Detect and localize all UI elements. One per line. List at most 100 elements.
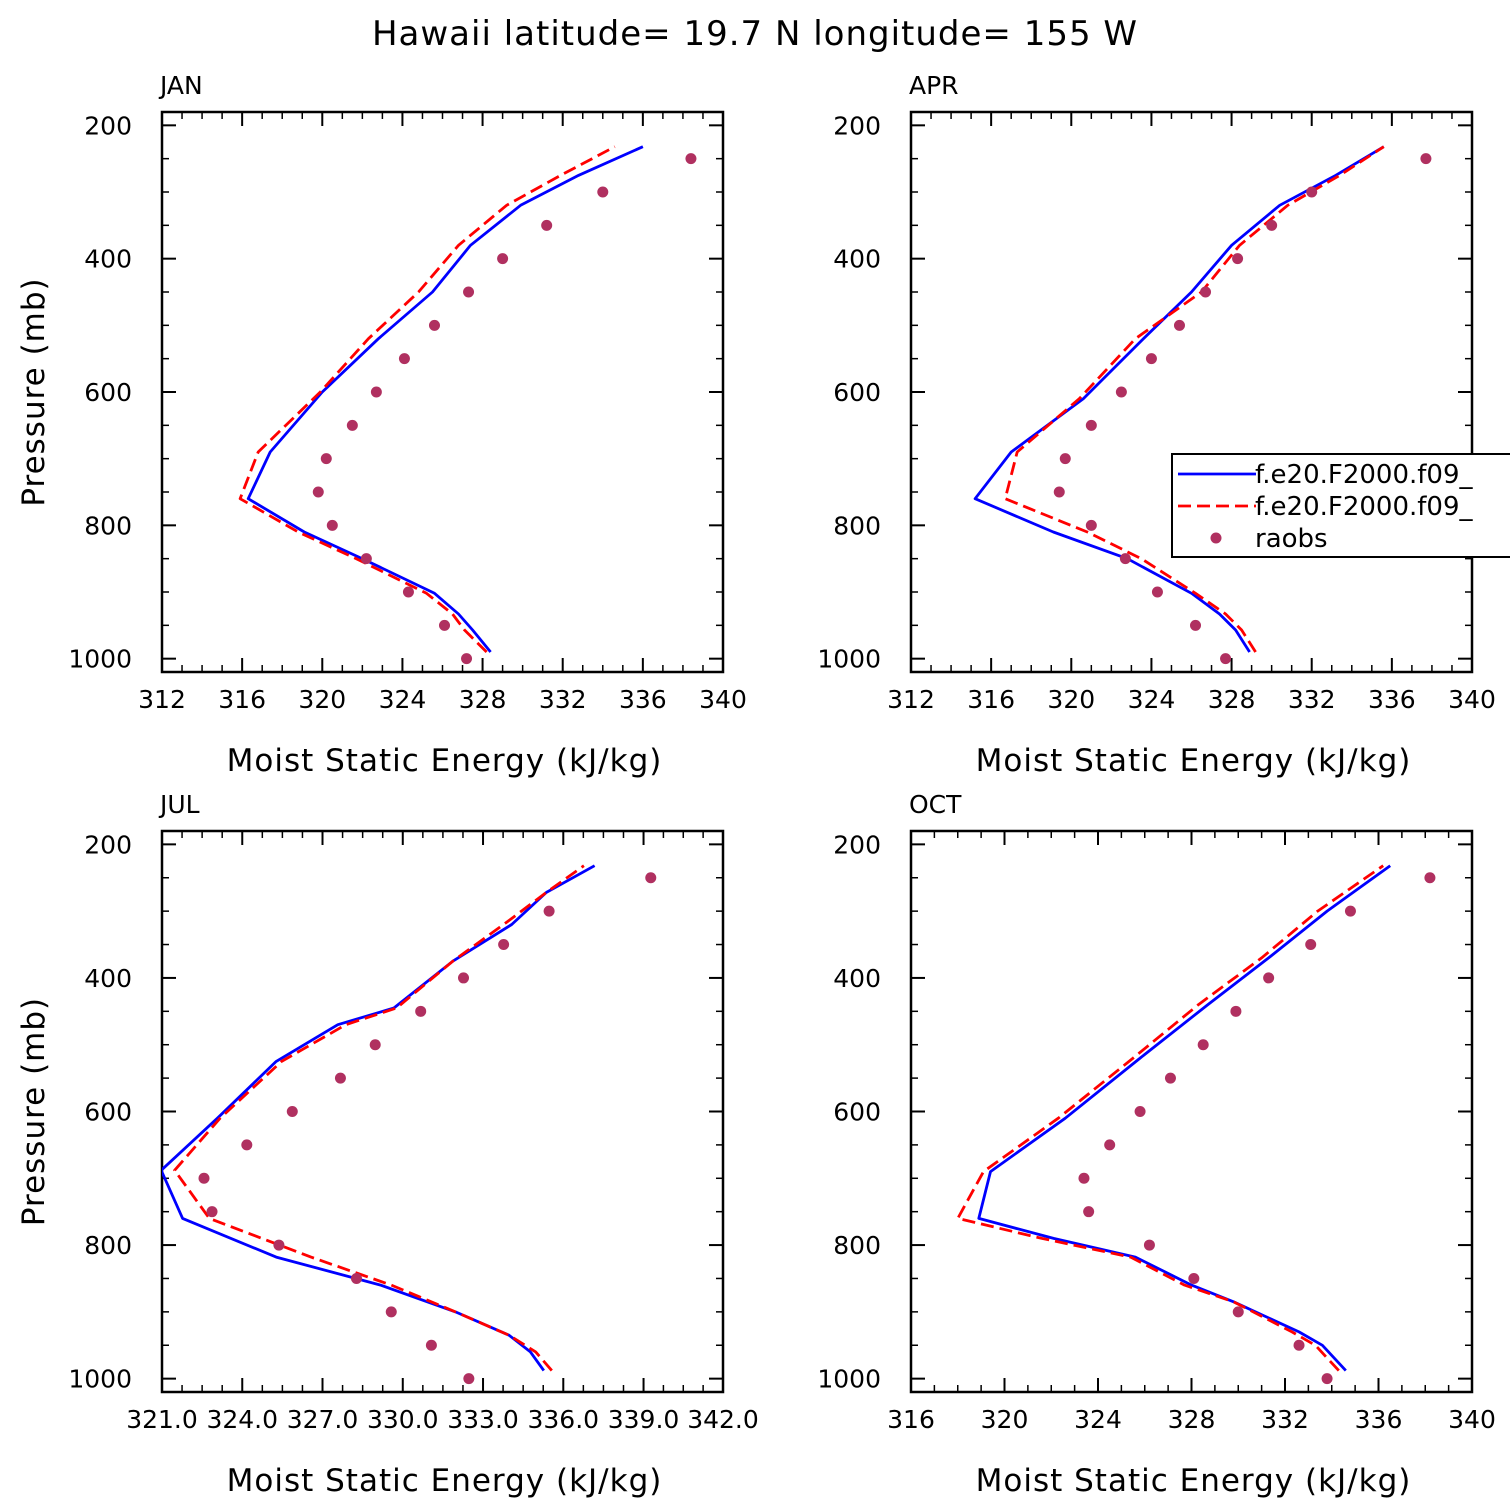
series-line-solid xyxy=(162,864,596,1372)
x-axis-label: Moist Static Energy (kJ/kg) xyxy=(227,743,663,779)
x-axis-label: Moist Static Energy (kJ/kg) xyxy=(976,743,1412,779)
y-tick-label: 600 xyxy=(84,1098,132,1127)
y-tick-label: 1000 xyxy=(68,645,132,674)
x-tick-label: 336.0 xyxy=(527,1405,599,1434)
x-tick-label: 316 xyxy=(887,1405,935,1434)
raobs-point xyxy=(1164,1072,1176,1084)
legend-label: raobs xyxy=(1255,524,1328,554)
y-axis-label: Pressure (mb) xyxy=(16,997,52,1226)
panel-oct: 316 320 324 328 332 336 340 200 400 600 800 1000 OCT… xyxy=(817,790,1495,1499)
panel-jan: 312 316 320 324 328 332 336 340 200 400 600 800 1000… xyxy=(16,71,747,779)
raobs-point xyxy=(1104,1139,1116,1151)
raobs-point xyxy=(350,1272,362,1284)
x-tick-label: 330.0 xyxy=(367,1405,439,1434)
x-tick-label: 332 xyxy=(1261,1405,1309,1434)
raobs-point xyxy=(1059,453,1071,465)
y-tick-label: 800 xyxy=(84,1231,132,1260)
series-line-solid xyxy=(973,145,1385,653)
raobs-point xyxy=(286,1106,298,1117)
legend-body: f.e20.F2000.f09_f.e20.F2000.f09_raobs xyxy=(1171,453,1510,558)
series-line-dashed xyxy=(956,864,1384,1372)
raobs-point xyxy=(402,586,414,598)
x-tick-label: 320 xyxy=(1047,685,1095,714)
x-tick-label: 312 xyxy=(887,685,935,714)
raobs-point xyxy=(497,253,509,265)
legend-marker xyxy=(1210,532,1222,544)
raobs-point xyxy=(1151,586,1163,598)
raobs-point xyxy=(1115,386,1127,398)
x-tick-label: 327.0 xyxy=(287,1405,359,1434)
x-tick-label: 340 xyxy=(699,685,747,714)
plot-frame xyxy=(160,110,725,674)
x-tick-label: 342.0 xyxy=(687,1405,759,1434)
raobs-point xyxy=(1321,1373,1333,1385)
series-group xyxy=(956,864,1436,1385)
series-line-dashed xyxy=(238,145,616,653)
panel-jul: 321.0 324.0 327.0 330.0 333.0 336.0 339.0 342.0… xyxy=(16,790,759,1499)
raobs-point xyxy=(1143,1239,1155,1251)
raobs-point xyxy=(346,419,358,431)
x-tick-label: 340 xyxy=(1448,685,1496,714)
x-tick-label: 336 xyxy=(1368,685,1416,714)
series-group xyxy=(973,145,1432,665)
series-group xyxy=(162,864,657,1385)
x-tick-label: 332 xyxy=(539,685,587,714)
x-tick-label: 324.0 xyxy=(206,1405,278,1434)
raobs-point xyxy=(1266,219,1278,231)
raobs-point xyxy=(1306,186,1318,198)
legend: f.e20.F2000.f09_f.e20.F2000.f09_raobs xyxy=(1171,453,1510,558)
raobs-point xyxy=(198,1172,210,1184)
x-tick-label: 321.0 xyxy=(126,1405,198,1434)
plot-frame xyxy=(909,110,1474,674)
raobs-point xyxy=(312,486,324,498)
raobs-point xyxy=(541,219,553,231)
y-tick-label: 200 xyxy=(833,830,881,859)
raobs-point xyxy=(1173,319,1185,331)
series-line-dashed xyxy=(173,864,585,1372)
y-tick-label: 800 xyxy=(84,511,132,540)
raobs-point xyxy=(1200,286,1212,298)
y-tick-label: 600 xyxy=(84,378,132,407)
legend-label: f.e20.F2000.f09_ xyxy=(1255,460,1473,490)
raobs-point xyxy=(326,519,338,531)
raobs-point xyxy=(1085,419,1097,431)
x-axis-label: Moist Static Energy (kJ/kg) xyxy=(976,1463,1412,1499)
y-tick-label: 400 xyxy=(84,964,132,993)
x-tick-label: 336 xyxy=(619,685,667,714)
raobs-point xyxy=(398,353,410,365)
x-tick-label: 332 xyxy=(1288,685,1336,714)
y-tick-label: 600 xyxy=(833,1098,881,1127)
raobs-point xyxy=(1293,1339,1305,1351)
series-line-dashed xyxy=(1003,145,1385,653)
x-tick-label: 316 xyxy=(967,685,1015,714)
raobs-point xyxy=(1344,905,1356,917)
panel-title: JUL xyxy=(158,790,200,819)
raobs-point xyxy=(1119,553,1131,565)
y-tick-label: 1000 xyxy=(817,1365,881,1394)
raobs-point xyxy=(1420,153,1432,165)
x-tick-label: 328 xyxy=(459,685,507,714)
y-tick-label: 200 xyxy=(84,830,132,859)
raobs-point xyxy=(463,1373,475,1385)
y-axis-label: Pressure (mb) xyxy=(16,277,52,506)
x-tick-label: 320 xyxy=(981,1405,1029,1434)
raobs-point xyxy=(498,939,510,951)
raobs-point xyxy=(370,386,382,398)
raobs-point xyxy=(206,1206,218,1218)
raobs-point xyxy=(334,1072,346,1084)
raobs-point xyxy=(1263,972,1275,984)
legend-label: f.e20.F2000.f09_ xyxy=(1255,492,1473,522)
y-tick-label: 800 xyxy=(833,1231,881,1260)
raobs-point xyxy=(241,1139,253,1151)
raobs-point xyxy=(425,1339,437,1351)
raobs-point xyxy=(1197,1039,1209,1051)
raobs-point xyxy=(461,653,473,665)
series-line-solid xyxy=(977,864,1392,1372)
raobs-point xyxy=(428,319,440,331)
raobs-point xyxy=(1232,1306,1244,1318)
x-tick-label: 316 xyxy=(218,685,266,714)
y-tick-label: 400 xyxy=(84,245,132,274)
raobs-point xyxy=(1078,1172,1090,1184)
raobs-point xyxy=(1188,1272,1200,1284)
y-tick-label: 200 xyxy=(84,111,132,140)
